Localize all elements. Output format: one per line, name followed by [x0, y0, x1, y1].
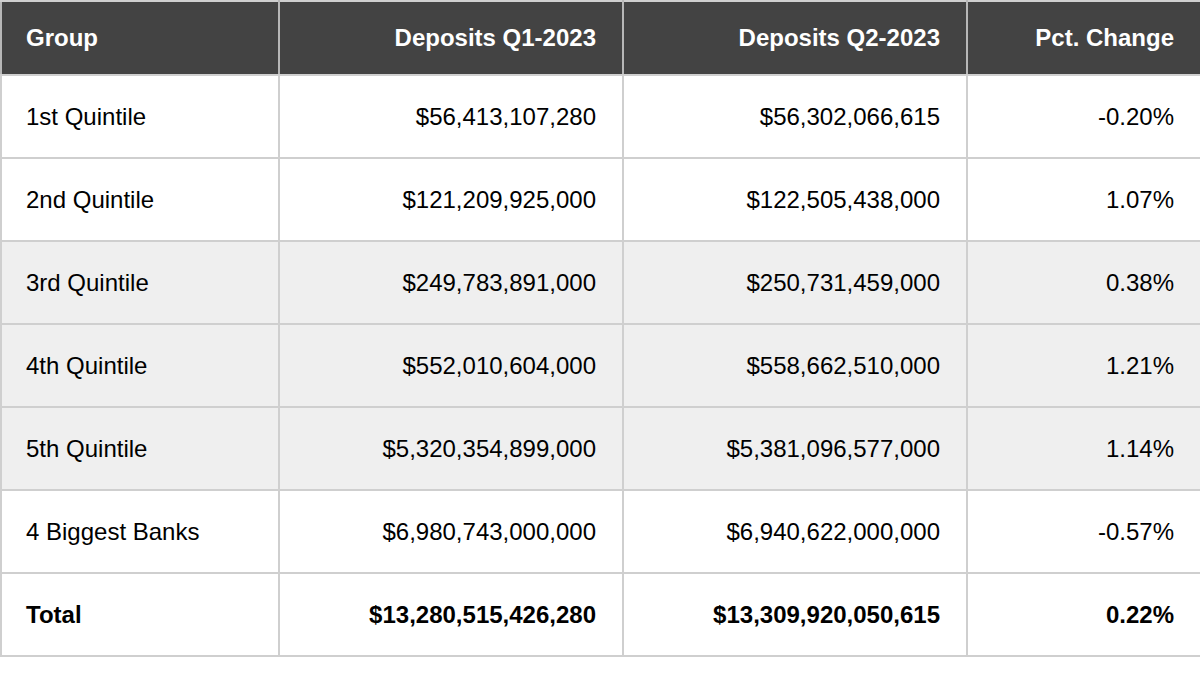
cell-pct: 0.38%	[967, 241, 1200, 324]
cell-pct: 1.21%	[967, 324, 1200, 407]
cell-q1: $6,980,743,000,000	[279, 490, 623, 573]
cell-q2: $5,381,096,577,000	[623, 407, 967, 490]
table-row: 4 Biggest Banks$6,980,743,000,000$6,940,…	[1, 490, 1200, 573]
column-header-pct: Pct. Change	[967, 1, 1200, 75]
cell-pct: -0.20%	[967, 75, 1200, 158]
cell-q2: $558,662,510,000	[623, 324, 967, 407]
cell-q2: $122,505,438,000	[623, 158, 967, 241]
column-header-q2: Deposits Q2-2023	[623, 1, 967, 75]
cell-group: 4th Quintile	[1, 324, 279, 407]
header-row: GroupDeposits Q1-2023Deposits Q2-2023Pct…	[1, 1, 1200, 75]
cell-q2: $6,940,622,000,000	[623, 490, 967, 573]
total-row: Total$13,280,515,426,280$13,309,920,050,…	[1, 573, 1200, 656]
cell-q2: $13,309,920,050,615	[623, 573, 967, 656]
column-header-group: Group	[1, 1, 279, 75]
deposits-table-container: GroupDeposits Q1-2023Deposits Q2-2023Pct…	[0, 0, 1200, 681]
cell-group: 3rd Quintile	[1, 241, 279, 324]
cell-q2: $56,302,066,615	[623, 75, 967, 158]
table-body: 1st Quintile$56,413,107,280$56,302,066,6…	[1, 75, 1200, 656]
cell-q2: $250,731,459,000	[623, 241, 967, 324]
cell-q1: $56,413,107,280	[279, 75, 623, 158]
cell-group: 1st Quintile	[1, 75, 279, 158]
cell-group: Total	[1, 573, 279, 656]
cell-q1: $249,783,891,000	[279, 241, 623, 324]
table-row: 1st Quintile$56,413,107,280$56,302,066,6…	[1, 75, 1200, 158]
table-row: 4th Quintile$552,010,604,000$558,662,510…	[1, 324, 1200, 407]
cell-group: 4 Biggest Banks	[1, 490, 279, 573]
table-row: 2nd Quintile$121,209,925,000$122,505,438…	[1, 158, 1200, 241]
cell-q1: $5,320,354,899,000	[279, 407, 623, 490]
cell-pct: -0.57%	[967, 490, 1200, 573]
table-row: 5th Quintile$5,320,354,899,000$5,381,096…	[1, 407, 1200, 490]
cell-pct: 1.07%	[967, 158, 1200, 241]
cell-group: 2nd Quintile	[1, 158, 279, 241]
table-row: 3rd Quintile$249,783,891,000$250,731,459…	[1, 241, 1200, 324]
cell-group: 5th Quintile	[1, 407, 279, 490]
cell-q1: $552,010,604,000	[279, 324, 623, 407]
column-header-q1: Deposits Q1-2023	[279, 1, 623, 75]
cell-pct: 0.22%	[967, 573, 1200, 656]
cell-q1: $13,280,515,426,280	[279, 573, 623, 656]
deposits-table: GroupDeposits Q1-2023Deposits Q2-2023Pct…	[0, 0, 1200, 657]
cell-q1: $121,209,925,000	[279, 158, 623, 241]
cell-pct: 1.14%	[967, 407, 1200, 490]
